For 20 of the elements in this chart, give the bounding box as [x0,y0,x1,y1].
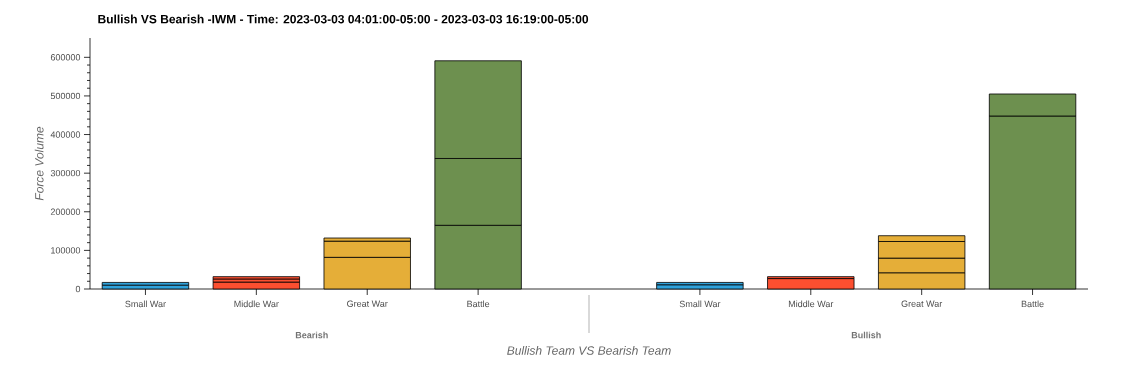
y-tick-label: 500000 [50,92,81,100]
x-tick-label: Battle [1021,300,1044,308]
x-tick-label: Great War [901,300,943,307]
x-tick-label: Battle [467,300,490,308]
y-axis-title: Force Volume [34,126,44,201]
chart-title: Bullish VS Bearish -IWM - Time: 2023-03-03 04:01:00-05:00 - 2023-03-03 16:19:00-05:00 [98,14,589,24]
y-tick-label: 100000 [51,247,81,254]
y-tick-label: 300000 [50,169,81,177]
x-axis-title: Bullish Team VS Bearish Team [507,346,671,355]
x-tick-label: Small War [679,300,721,308]
x-tick-label: Great War [347,300,388,307]
y-tick-label: 600000 [50,54,81,61]
x-tick-label: Middle War [788,300,834,308]
y-tick-label: 400000 [50,131,81,138]
text: Bearish [295,331,328,339]
y-tick-label: 0 [75,285,81,293]
x-tick-label: Middle War [234,300,279,308]
x-tick-label: Small War [125,300,166,308]
text: Bullish [851,331,881,339]
y-tick-label: 200000 [50,208,81,215]
